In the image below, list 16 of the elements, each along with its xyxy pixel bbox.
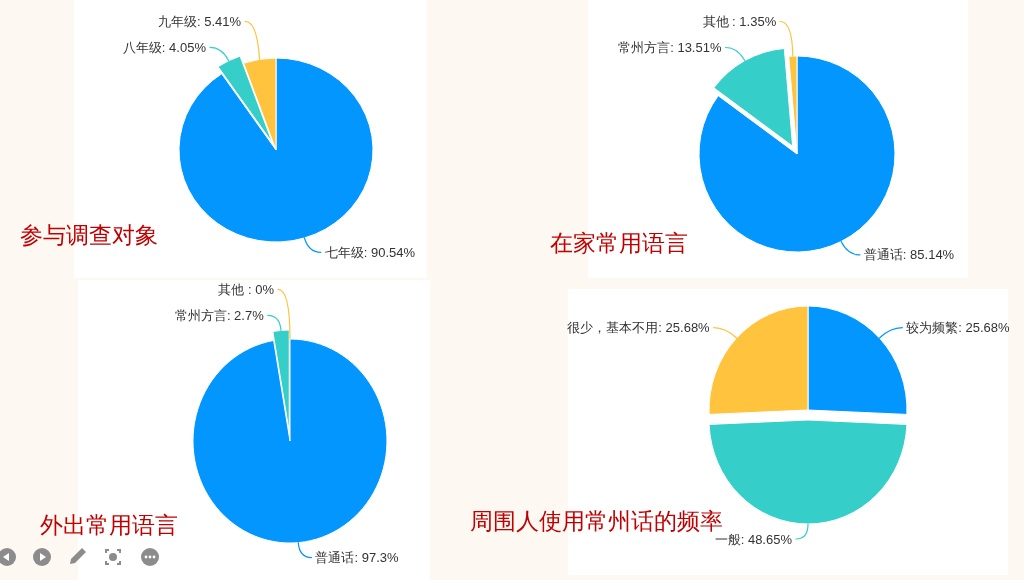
slice-label: 八年级: 4.05%	[122, 39, 207, 55]
slice-label: 常州方言: 13.51%	[618, 39, 722, 55]
slice-label: 九年级: 5.41%	[157, 13, 242, 29]
category-label: 其他 : 0%	[218, 281, 274, 297]
text: 在家常用语言	[550, 230, 688, 256]
text: 周围人使用常州话的频率	[470, 508, 723, 534]
slice-label: 较为频繁: 25.68%	[906, 320, 1011, 336]
slice-label: 普通话: 85.14%	[863, 247, 955, 263]
slice-label: 其他 : 1.35%	[702, 13, 777, 29]
slice-label: 一般: 48.65%	[714, 531, 793, 547]
slice-label: 很少，基本不用: 25.68%	[567, 320, 711, 336]
text: 参与调查对象	[20, 222, 158, 248]
slice-label: 普通话: 97.3%	[315, 550, 400, 566]
text: 外出常用语言	[40, 512, 178, 538]
slice-label: 常州方言: 2.7%	[174, 307, 265, 323]
slice-label: 七年级: 90.54%	[324, 244, 416, 260]
